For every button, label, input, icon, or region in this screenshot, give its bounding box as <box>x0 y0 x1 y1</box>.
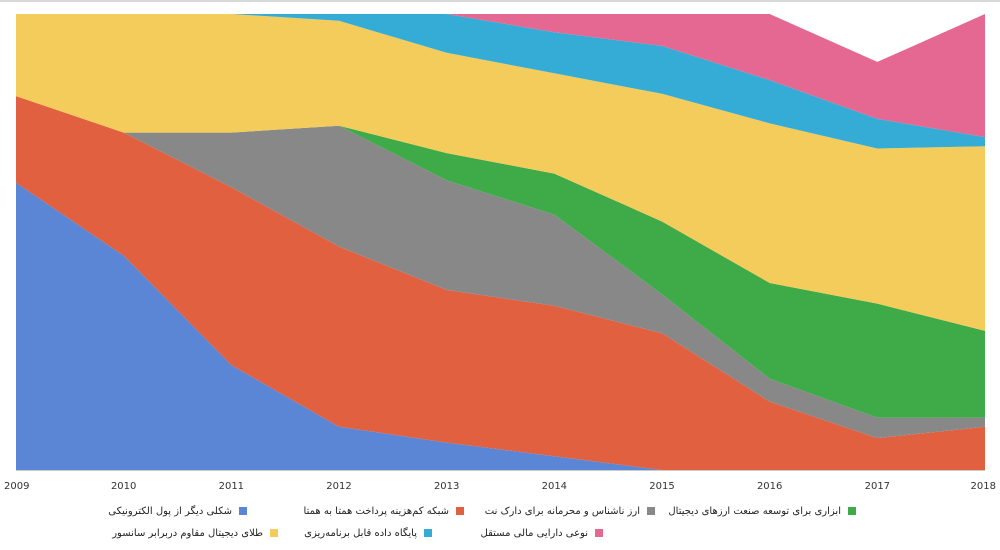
x-tick-label: 2014 <box>542 481 567 492</box>
legend-item-e-cash[interactable]: شکلی دیگر از پول الکترونیکی <box>108 502 247 520</box>
legend-label: ابزاری برای توسعه صنعت ارزهای دیجیتال <box>668 505 841 517</box>
legend-swatch-icon <box>270 529 278 537</box>
stacked-area-chart: 2009 2010 2011 2012 2013 2014 2015 2016 2017 2018 <box>0 0 1000 492</box>
area-series-3 <box>16 96 985 418</box>
x-tick-label: 2017 <box>865 481 890 492</box>
legend-label: طلای دیجیتال مقاوم دربرابر سانسور <box>112 527 263 539</box>
legend-label: شبکه کم‌هزینه پرداخت همتا به همتا <box>303 505 449 517</box>
legend-swatch-icon <box>647 507 655 515</box>
x-axis-ticks: 2009 2010 2011 2012 2013 2014 2015 2016 2017 2018 <box>4 481 996 492</box>
legend-swatch-icon <box>424 529 432 537</box>
legend-item-programmable-database[interactable]: پایگاه داده قابل برنامه‌ریزی <box>304 524 432 542</box>
x-tick-label: 2009 <box>4 481 29 492</box>
legend-item-darknet-currency[interactable]: ارز ناشناس و محرمانه برای دارک نت <box>485 502 655 520</box>
x-tick-label: 2018 <box>971 481 996 492</box>
legend-label: نوعی دارایی مالی مستقل <box>480 527 588 539</box>
legend: شکلی دیگر از پول الکترونیکی شبکه کم‌هزین… <box>0 498 1000 550</box>
legend-item-p2p-payment[interactable]: شبکه کم‌هزینه پرداخت همتا به همتا <box>304 502 464 520</box>
legend-swatch-icon <box>595 529 603 537</box>
legend-swatch-icon <box>456 507 464 515</box>
x-tick-label: 2012 <box>326 481 351 492</box>
x-tick-label: 2016 <box>757 481 782 492</box>
legend-swatch-icon <box>239 507 247 515</box>
area-series-4 <box>16 14 985 331</box>
x-tick-label: 2015 <box>649 481 674 492</box>
legend-label: شکلی دیگر از پول الکترونیکی <box>108 505 232 517</box>
legend-item-financial-asset[interactable]: نوعی دارایی مالی مستقل <box>481 524 603 542</box>
x-tick-label: 2013 <box>434 481 459 492</box>
top-border <box>0 0 1000 2</box>
area-series-2 <box>16 96 985 439</box>
x-tick-label: 2010 <box>111 481 136 492</box>
area-series-0 <box>16 182 985 470</box>
area-series-6 <box>16 14 985 138</box>
legend-label: پایگاه داده قابل برنامه‌ریزی <box>304 527 417 539</box>
legend-swatch-icon <box>848 507 856 515</box>
x-tick-label: 2011 <box>219 481 244 492</box>
legend-item-crypto-industry-tool[interactable]: ابزاری برای توسعه صنعت ارزهای دیجیتال <box>668 502 856 520</box>
legend-label: ارز ناشناس و محرمانه برای دارک نت <box>484 505 640 517</box>
area-series-5 <box>16 14 985 149</box>
area-series-1 <box>16 96 985 470</box>
area-series-group <box>16 14 985 470</box>
legend-item-digital-gold[interactable]: طلای دیجیتال مقاوم دربرابر سانسور <box>112 524 278 542</box>
